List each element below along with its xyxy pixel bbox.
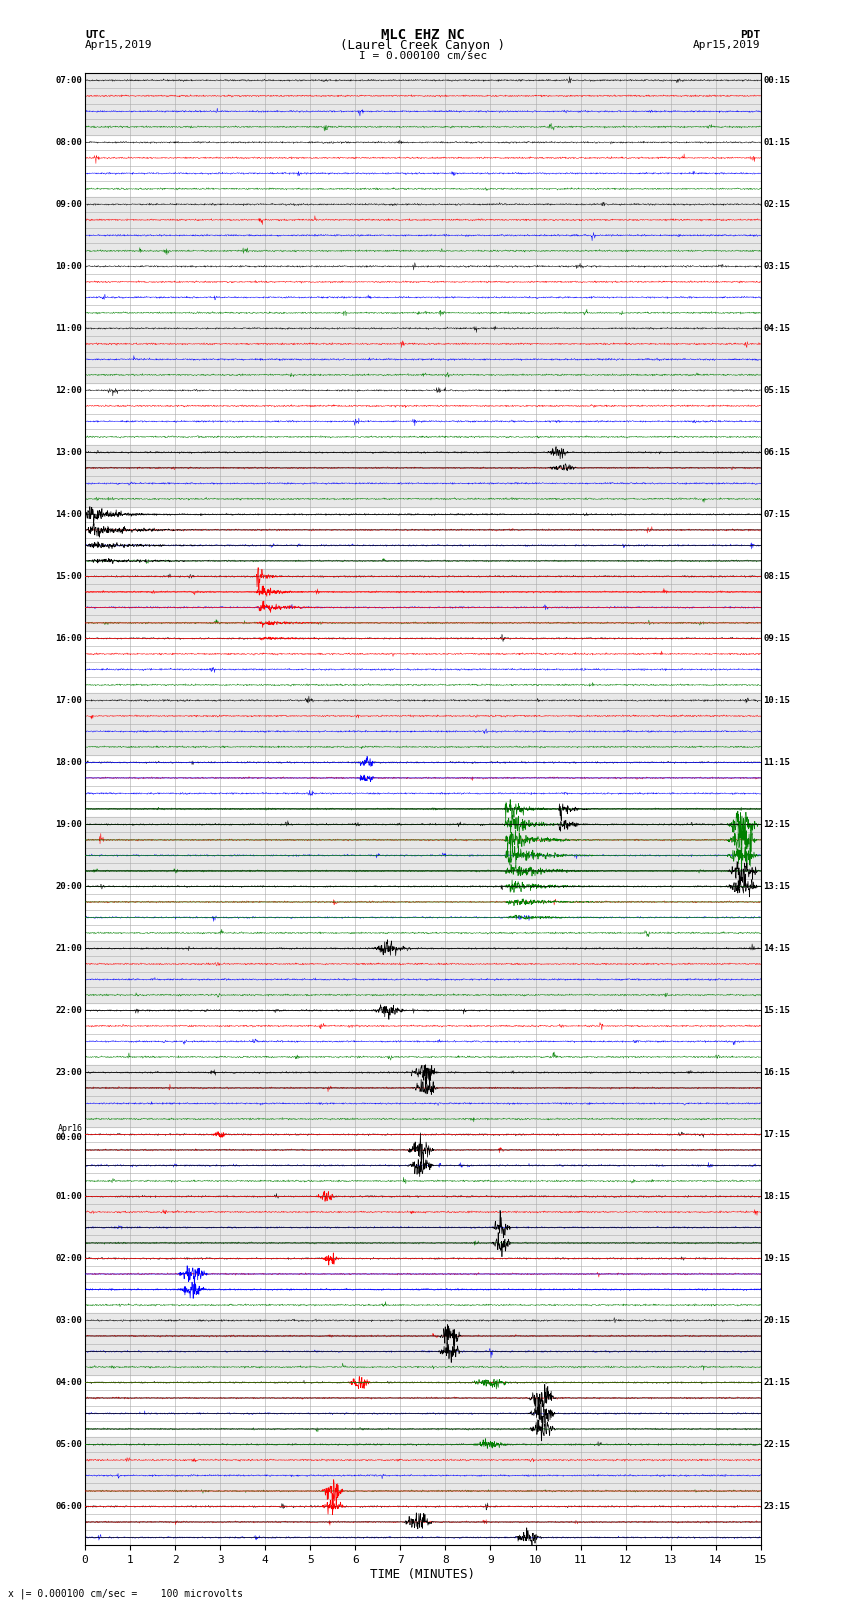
Text: 13:00: 13:00 bbox=[55, 448, 82, 456]
Bar bbox=[85, 1065, 761, 1127]
Text: 01:15: 01:15 bbox=[763, 137, 791, 147]
Text: 19:15: 19:15 bbox=[763, 1253, 791, 1263]
Bar bbox=[85, 321, 761, 382]
Text: Apr16: Apr16 bbox=[58, 1124, 82, 1132]
Text: 14:00: 14:00 bbox=[55, 510, 82, 519]
Text: 21:00: 21:00 bbox=[55, 944, 82, 953]
Text: 09:15: 09:15 bbox=[763, 634, 791, 644]
Text: 07:00: 07:00 bbox=[55, 76, 82, 85]
Text: 18:15: 18:15 bbox=[763, 1192, 791, 1202]
Text: 02:15: 02:15 bbox=[763, 200, 791, 208]
Text: 11:15: 11:15 bbox=[763, 758, 791, 766]
Text: MLC EHZ NC: MLC EHZ NC bbox=[381, 27, 465, 42]
Text: 14:15: 14:15 bbox=[763, 944, 791, 953]
Text: 06:00: 06:00 bbox=[55, 1502, 82, 1511]
Text: I = 0.000100 cm/sec: I = 0.000100 cm/sec bbox=[359, 50, 487, 61]
Text: 15:15: 15:15 bbox=[763, 1007, 791, 1015]
Text: 23:00: 23:00 bbox=[55, 1068, 82, 1077]
Text: Apr15,2019: Apr15,2019 bbox=[85, 40, 152, 50]
Text: 11:00: 11:00 bbox=[55, 324, 82, 332]
Text: 05:15: 05:15 bbox=[763, 386, 791, 395]
Text: UTC: UTC bbox=[85, 29, 105, 40]
Text: 19:00: 19:00 bbox=[55, 819, 82, 829]
Text: 12:00: 12:00 bbox=[55, 386, 82, 395]
Text: Apr15,2019: Apr15,2019 bbox=[694, 40, 761, 50]
Text: 21:15: 21:15 bbox=[763, 1378, 791, 1387]
Text: 20:15: 20:15 bbox=[763, 1316, 791, 1324]
Text: 16:00: 16:00 bbox=[55, 634, 82, 644]
Text: 20:00: 20:00 bbox=[55, 882, 82, 890]
Text: 22:15: 22:15 bbox=[763, 1440, 791, 1448]
Text: 12:15: 12:15 bbox=[763, 819, 791, 829]
Text: 23:15: 23:15 bbox=[763, 1502, 791, 1511]
Bar bbox=[85, 197, 761, 258]
Bar bbox=[85, 816, 761, 879]
Text: 10:00: 10:00 bbox=[55, 261, 82, 271]
Bar bbox=[85, 445, 761, 506]
Text: 04:00: 04:00 bbox=[55, 1378, 82, 1387]
Text: 13:15: 13:15 bbox=[763, 882, 791, 890]
Bar bbox=[85, 1313, 761, 1374]
Text: 07:15: 07:15 bbox=[763, 510, 791, 519]
Bar bbox=[85, 940, 761, 1003]
Bar bbox=[85, 73, 761, 134]
Text: 08:00: 08:00 bbox=[55, 137, 82, 147]
Bar bbox=[85, 1189, 761, 1250]
Text: 16:15: 16:15 bbox=[763, 1068, 791, 1077]
Text: 17:00: 17:00 bbox=[55, 695, 82, 705]
Text: 09:00: 09:00 bbox=[55, 200, 82, 208]
Text: 10:15: 10:15 bbox=[763, 695, 791, 705]
Text: 15:00: 15:00 bbox=[55, 573, 82, 581]
Text: 18:00: 18:00 bbox=[55, 758, 82, 766]
Text: 00:15: 00:15 bbox=[763, 76, 791, 85]
X-axis label: TIME (MINUTES): TIME (MINUTES) bbox=[371, 1568, 475, 1581]
Text: 05:00: 05:00 bbox=[55, 1440, 82, 1448]
Bar bbox=[85, 1437, 761, 1498]
Text: (Laurel Creek Canyon ): (Laurel Creek Canyon ) bbox=[340, 39, 506, 52]
Text: 22:00: 22:00 bbox=[55, 1007, 82, 1015]
Bar bbox=[85, 692, 761, 755]
Text: 03:00: 03:00 bbox=[55, 1316, 82, 1324]
Text: 02:00: 02:00 bbox=[55, 1253, 82, 1263]
Text: 17:15: 17:15 bbox=[763, 1131, 791, 1139]
Text: 04:15: 04:15 bbox=[763, 324, 791, 332]
Text: PDT: PDT bbox=[740, 29, 761, 40]
Text: 06:15: 06:15 bbox=[763, 448, 791, 456]
Text: 01:00: 01:00 bbox=[55, 1192, 82, 1202]
Text: x |= 0.000100 cm/sec =    100 microvolts: x |= 0.000100 cm/sec = 100 microvolts bbox=[8, 1589, 243, 1598]
Text: 08:15: 08:15 bbox=[763, 573, 791, 581]
Text: 03:15: 03:15 bbox=[763, 261, 791, 271]
Text: 00:00: 00:00 bbox=[55, 1134, 82, 1142]
Bar bbox=[85, 569, 761, 631]
